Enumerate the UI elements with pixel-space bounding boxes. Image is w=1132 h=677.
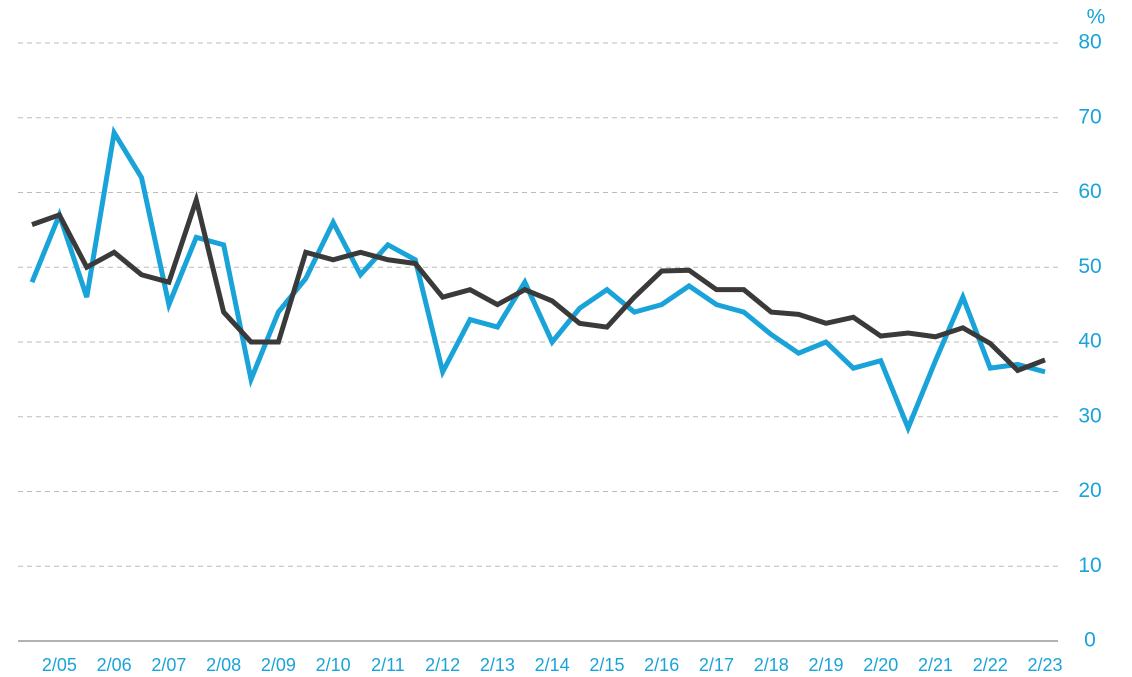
y-tick-label: 50 (1078, 255, 1101, 278)
x-tick-label: 2/17 (699, 655, 734, 675)
y-tick-label: 0 (1084, 629, 1096, 652)
x-tick-label: 2/12 (425, 655, 460, 675)
y-tick-label: 20 (1078, 479, 1101, 502)
x-tick-label: 2/13 (480, 655, 515, 675)
x-tick-label: 2/14 (535, 655, 570, 675)
x-tick-label: 2/18 (754, 655, 789, 675)
x-tick-label: 2/23 (1027, 655, 1062, 675)
x-tick-label: 2/10 (316, 655, 351, 675)
x-tick-label: 2/19 (808, 655, 843, 675)
x-tick-label: 2/16 (644, 655, 679, 675)
x-tick-label: 2/20 (863, 655, 898, 675)
y-tick-label: 10 (1078, 554, 1101, 577)
y-tick-label: 40 (1078, 330, 1101, 353)
x-tick-label: 2/22 (973, 655, 1008, 675)
x-tick-label: 2/09 (261, 655, 296, 675)
x-tick-label: 2/08 (206, 655, 241, 675)
y-tick-label: 30 (1078, 404, 1101, 427)
x-tick-label: 2/15 (589, 655, 624, 675)
y-unit: % (1087, 6, 1106, 29)
x-tick-label: 2/21 (918, 655, 953, 675)
line-series (29, 125, 1046, 435)
x-tick-label: 2/05 (42, 655, 77, 675)
x-tick-label: 2/07 (151, 655, 186, 675)
line-series (31, 190, 1046, 374)
y-tick-label: 70 (1078, 105, 1101, 128)
y-tick-label: 80 (1078, 31, 1101, 54)
x-tick-label: 2/11 (371, 655, 405, 675)
x-tick-label: 2/06 (97, 655, 132, 675)
y-tick-label: 60 (1078, 180, 1101, 203)
